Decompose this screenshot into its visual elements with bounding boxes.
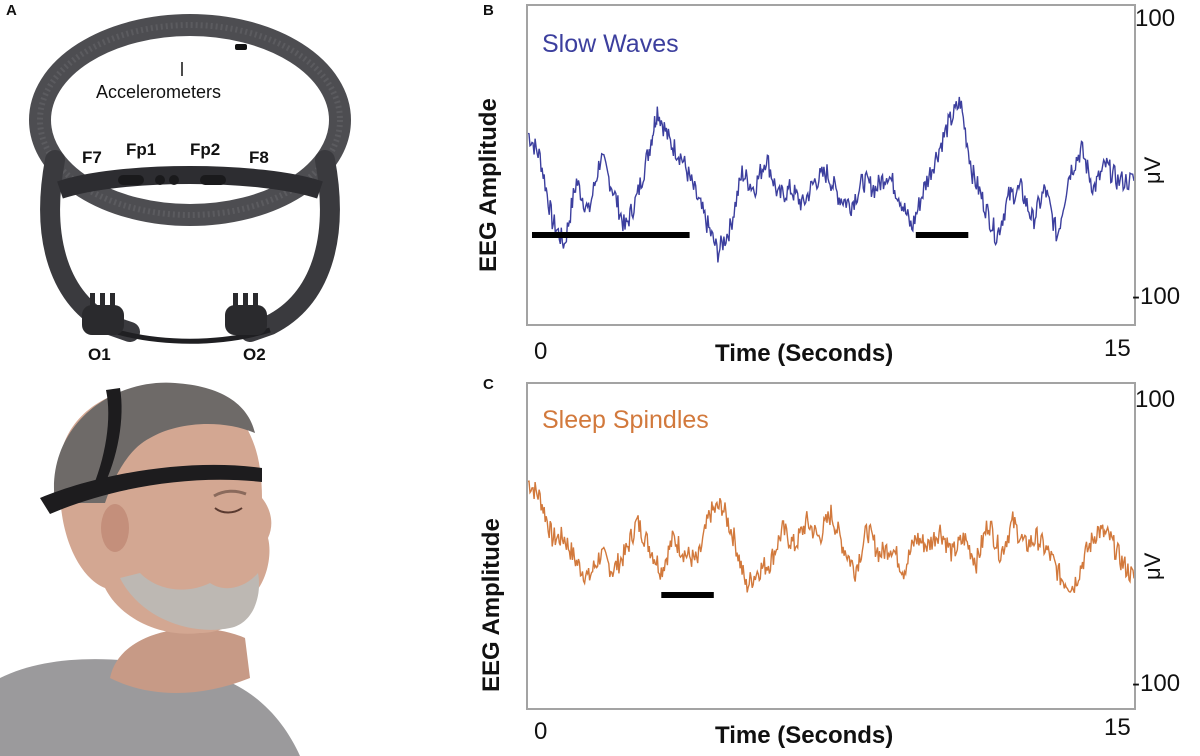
o1-electrode-pod [82,305,124,335]
panel-b-letter: B [483,2,494,19]
chart-b-ytick-top: 100 [1135,5,1176,32]
chart-b-ytick-bottom: -100 [1132,283,1181,310]
headband-electrode-band [57,166,323,199]
o2-electrode-pod [225,305,267,335]
person-wearing-headband-photo [0,378,360,756]
event-marker-bar-0 [661,592,714,598]
plot-frame-b [526,4,1136,326]
plot-frame-c [526,382,1136,710]
chart-c-ytick-top: 100 [1135,386,1176,413]
event-marker-bar-1 [915,232,969,238]
closed-eye [214,507,243,514]
accelerometer-label: Accelerometers [96,82,222,102]
chart-c-title: Sleep Spindles [542,406,709,434]
chart-b-svg [528,96,1134,263]
event-marker-bar-0 [532,232,690,238]
chart-c-xlabel: Time (Seconds) [715,722,894,749]
chart-c-xtick-15: 15 [1104,714,1131,741]
electrode-label-fp2: Fp2 [190,140,221,159]
fp2-electrode [200,175,226,185]
panel-c-letter: C [483,376,494,393]
electrode-label-fp1: Fp1 [126,140,157,159]
beard [120,573,260,630]
chart-c-ylabel: EEG Amplitude [478,518,505,692]
chart-b-xtick-15: 15 [1104,335,1131,362]
panel-a-letter: A [6,2,17,19]
chart-b: Slow Waves EEG Amplitude 100 -100 μV 0 1… [470,0,1200,372]
eeg-trace-series-0 [528,96,1134,263]
electrode-label-f7: F7 [82,148,102,167]
chart-c-unit: μV [1140,552,1165,580]
electrode-label-o1: O1 [88,345,111,364]
chart-b-xlabel: Time (Seconds) [715,340,894,367]
worn-headband [40,464,262,514]
fp1-electrode [118,175,144,185]
chart-b-unit: μV [1140,156,1165,184]
chart-c-xtick-0: 0 [534,718,548,745]
neck [110,628,250,693]
electrode-label-f8: F8 [249,148,269,167]
electrode-label-o2: O2 [243,345,266,364]
chart-b-title: Slow Waves [542,30,679,58]
chart-c-ytick-bottom: -100 [1132,670,1181,697]
chart-c-svg [528,480,1134,598]
chart-b-ylabel: EEG Amplitude [475,98,502,272]
chart-c: Sleep Spindles EEG Amplitude 100 -100 μV… [470,372,1200,756]
eeg-trace-series-0 [528,480,1134,594]
chart-b-xtick-0: 0 [534,338,548,365]
headband-device-image [29,14,351,344]
ear [101,504,129,552]
